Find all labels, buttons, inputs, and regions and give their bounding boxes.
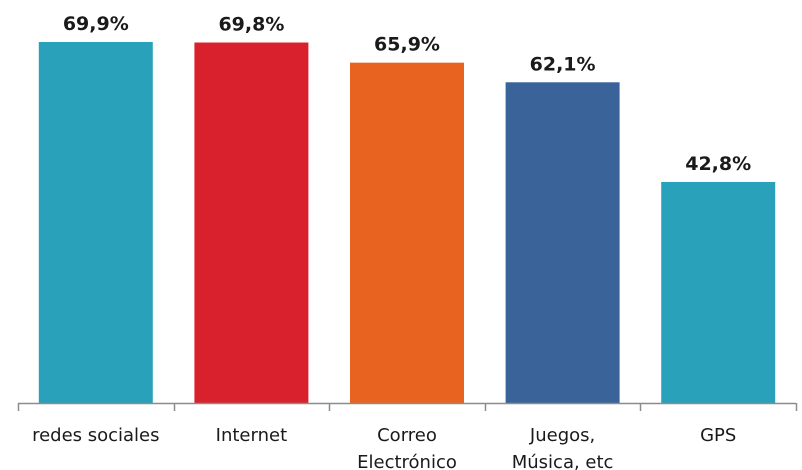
bar: [661, 181, 776, 403]
bars-group: [38, 42, 776, 404]
category-label: Correo Electrónico: [357, 425, 457, 470]
bar: [38, 42, 153, 403]
category-label: GPS: [700, 425, 736, 446]
data-label: 65,9%: [374, 34, 440, 56]
data-label: 42,8%: [685, 153, 751, 175]
data-label: 69,9%: [63, 13, 129, 35]
data-label: 69,8%: [218, 14, 284, 36]
bar: [194, 42, 309, 404]
category-label: redes sociales: [32, 425, 159, 446]
x-axis: [17, 402, 798, 411]
bar: [350, 62, 464, 403]
category-label: Internet: [216, 425, 287, 446]
data-label: 62,1%: [530, 53, 596, 75]
bar: [505, 82, 620, 403]
labels-group: 69,9% redes sociales 69,8% Internet 65,9% Cor…: [32, 13, 751, 470]
category-label: Juegos, Música, etc: [512, 425, 614, 470]
